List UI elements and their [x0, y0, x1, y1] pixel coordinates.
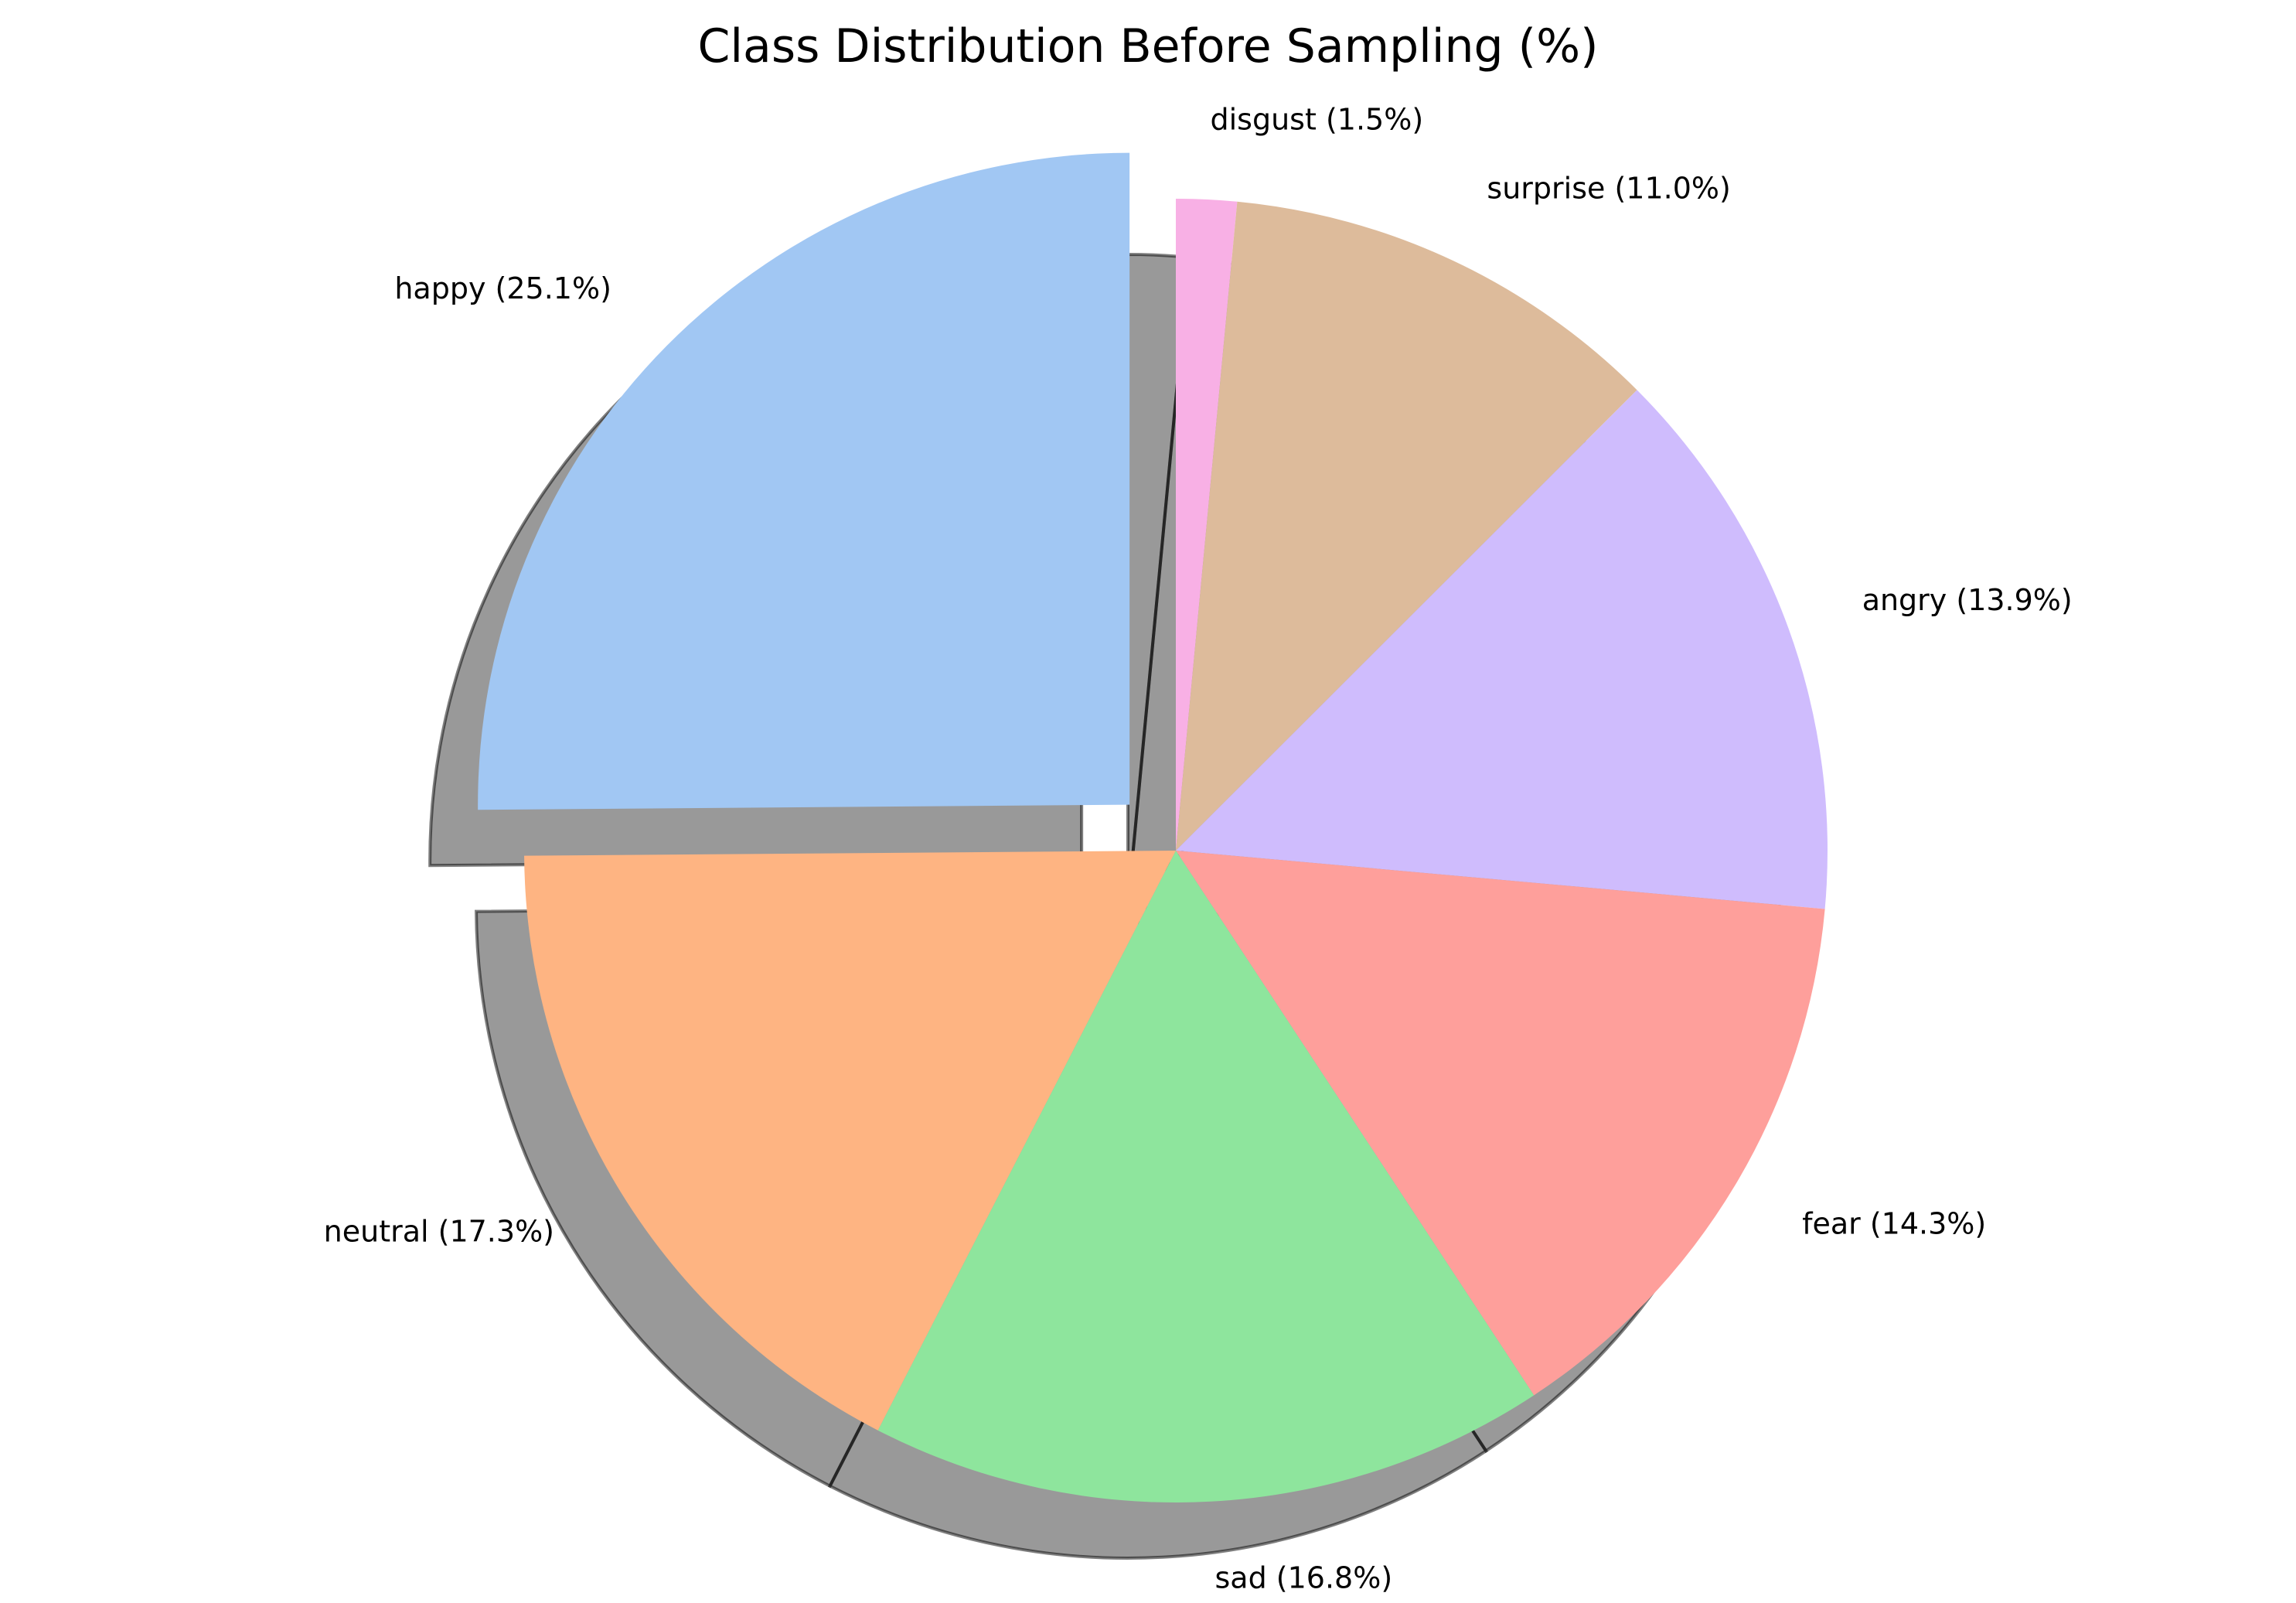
slice-label-fear: fear (14.3%)	[1802, 1206, 1986, 1240]
chart-title: Class Distribution Before Sampling (%)	[697, 19, 1598, 73]
slice-label-surprise: surprise (11.0%)	[1487, 171, 1730, 205]
slice-layer	[478, 152, 1828, 1503]
slice-label-angry: angry (13.9%)	[1862, 583, 2073, 617]
label-layer: disgust (1.5%) surprise (11.0%) angry (13.…	[324, 102, 2073, 1594]
slice-label-sad: sad (16.8%)	[1215, 1560, 1393, 1594]
slice-surprise	[1176, 201, 1637, 851]
slice-fear	[1176, 851, 1825, 1396]
slice-angry	[1176, 390, 1828, 909]
slice-disgust	[1176, 199, 1238, 851]
slice-happy	[478, 152, 1130, 810]
slice-label-neutral: neutral (17.3%)	[324, 1215, 554, 1249]
slice-label-disgust: disgust (1.5%)	[1211, 102, 1424, 136]
slice-neutral	[524, 851, 1176, 1431]
slice-label-happy: happy (25.1%)	[394, 271, 611, 305]
slice-sad	[877, 851, 1535, 1503]
